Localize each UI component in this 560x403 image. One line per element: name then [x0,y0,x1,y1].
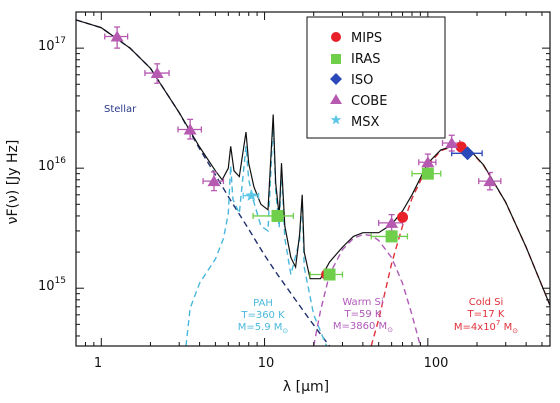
annotation-cold-si: Cold Si T=17 K M=4x107 M⊙ [454,297,518,335]
cobe-point-2 [183,123,197,135]
legend-marker-iso [330,73,342,85]
iras-point-0 [271,209,284,222]
legend-label-msx: MSX [351,115,379,130]
iso-point-0 [460,146,475,161]
legend-marker-mips [331,32,341,42]
x-tick-label-1: 1 [94,356,102,371]
annotation-pah: PAH T=360 K M=5.9 M⊙ [238,298,289,335]
plot-frame [75,11,551,347]
legend: MIPS IRAS ISO COBE MSX [306,16,446,139]
msx-point-0 [245,189,258,201]
y-tick-label-1e17: 1017 [38,36,66,54]
annotation-warm-line2: T=59 K [344,309,382,320]
legend-label-cobe: COBE [351,94,387,109]
cobe-point-4 [385,216,399,228]
cobe-point-7 [483,175,497,187]
x-axis-title: λ [μm] [283,379,329,395]
legend-label-iras: IRAS [351,52,381,67]
model-curve-pah [185,122,328,346]
iras-point-1 [323,268,336,281]
x-tick-label-100: 100 [424,356,449,371]
annotation-warm-line3: M=3860 M⊙ [333,321,393,334]
model-curve-cold [370,144,550,346]
y-tick-label-1e16: 1016 [38,156,66,174]
annotation-cold-line2: T=17 K [467,309,505,320]
annotation-stellar: Stellar [104,104,137,115]
legend-label-iso: ISO [351,73,373,88]
annotation-pah-line2: T=360 K [240,310,285,321]
y-axis-title: νF(ν) [Jy Hz] [5,140,21,225]
model-curve-warm [313,233,422,346]
iras-point-2 [385,230,398,243]
annotation-cold-line1: Cold Si [469,297,504,308]
cobe-point-5 [421,156,435,168]
cobe-point-3 [207,175,221,187]
legend-marker-msx [330,114,342,125]
legend-label-mips: MIPS [351,31,382,46]
annotation-pah-line1: PAH [253,298,273,309]
cobe-point-0 [110,30,124,42]
y-tick-label-1e15: 1015 [38,276,66,294]
legend-box [306,16,446,139]
annotation-warm-line1: Warm Si [342,297,383,308]
annotation-pah-line3: M=5.9 M⊙ [238,322,289,335]
x-tick-label-10: 10 [258,356,275,371]
legend-marker-cobe [330,94,342,104]
iras-point-3 [421,167,434,180]
mips-point-2 [455,141,467,153]
axis-ticks [75,11,550,346]
annotation-cold-line3: M=4x107 M⊙ [454,319,518,335]
annotation-warm-si: Warm Si T=59 K M=3860 M⊙ [333,297,393,334]
cobe-point-1 [150,67,164,79]
legend-marker-iras [331,54,341,64]
data-markers [110,30,497,281]
cobe-point-6 [445,137,459,149]
mips-point-1 [397,211,409,223]
